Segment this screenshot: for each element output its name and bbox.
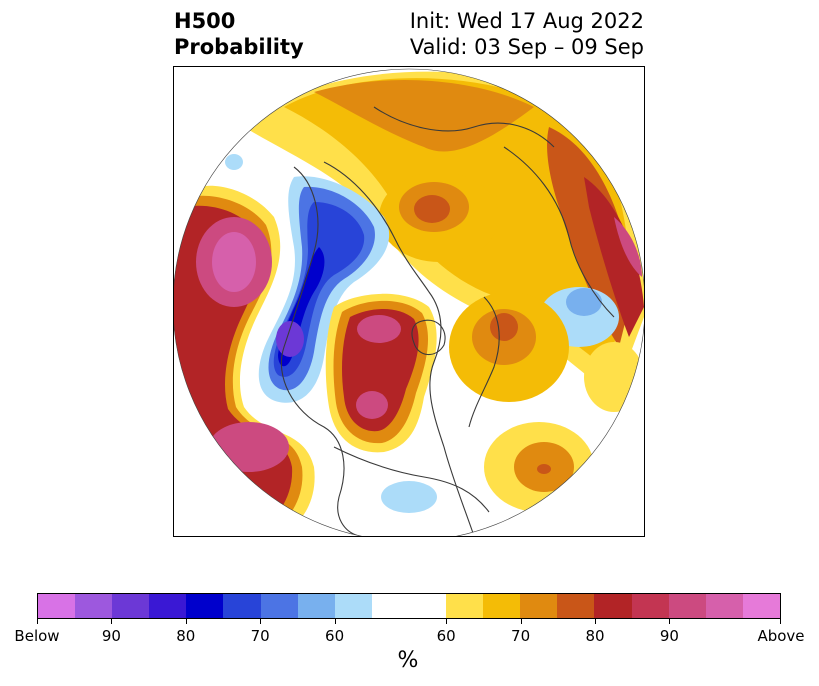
colorbar-tick <box>595 619 596 624</box>
contour-below-65 <box>566 288 602 316</box>
contour-above-90e <box>356 391 388 419</box>
colorbar-tick-label: 80 <box>176 627 196 645</box>
coastlines <box>280 106 615 536</box>
title-line-1: H500 <box>174 9 236 33</box>
colorbar-above-segment <box>631 594 669 618</box>
colorbar-below-segment <box>297 594 335 618</box>
probability-field <box>174 69 644 536</box>
colorbar-below-segment <box>75 594 113 618</box>
contour-below-60b <box>225 154 243 170</box>
chart-title: H500 Probability <box>174 8 304 60</box>
colorbar-tick-label: 90 <box>101 627 121 645</box>
init-date: Init: Wed 17 Aug 2022 <box>409 9 644 33</box>
colorbar-above-segment <box>668 594 706 618</box>
colorbar-neutral-segment <box>371 594 447 618</box>
colorbar-tick <box>111 619 112 624</box>
colorbar-tick <box>37 619 38 624</box>
valid-range: Valid: 03 Sep – 09 Sep <box>409 35 644 59</box>
colorbar-below-segment <box>112 594 150 618</box>
colorbar-tick-label: 80 <box>585 627 605 645</box>
run-info: Init: Wed 17 Aug 2022 Valid: 03 Sep – 09… <box>410 8 644 60</box>
colorbar-below-segment <box>334 594 372 618</box>
colorbar-below-segment <box>38 594 76 618</box>
below-anomaly-west <box>225 154 390 403</box>
contour-above-70b <box>314 80 534 152</box>
contour-above-85 <box>584 177 644 337</box>
colorbar-tick-label: Above <box>757 627 805 645</box>
colorbar-tick <box>521 619 522 624</box>
colorbar-tick <box>446 619 447 624</box>
above-anomaly-canada <box>325 293 437 453</box>
colorbar-above-segment <box>557 594 595 618</box>
contour-above-80b <box>414 195 450 223</box>
contour-above-95 <box>212 232 256 292</box>
title-line-2: Probability <box>174 35 304 59</box>
colorbar-above-segment <box>520 594 558 618</box>
colorbar-tick <box>260 619 261 624</box>
colorbar-above-segment <box>742 594 780 618</box>
colorbar-tick-label: 60 <box>436 627 456 645</box>
contour-above-90c <box>209 422 289 472</box>
colorbar-below-segment <box>149 594 187 618</box>
colorbar-above-segment <box>446 594 484 618</box>
contour-above-80d <box>537 464 551 474</box>
colorbar-tick-label: 60 <box>325 627 345 645</box>
colorbar-below-segment <box>260 594 298 618</box>
contour-above-80c <box>490 313 518 341</box>
colorbar-tick-label: Below <box>14 627 60 645</box>
above-anomaly-siberia <box>379 172 499 262</box>
polar-map <box>173 66 645 537</box>
colorbar-tick-label: 70 <box>250 627 270 645</box>
colorbar-tick <box>780 619 781 624</box>
above-anomaly-atlantic <box>449 292 569 402</box>
colorbar-above-segment <box>594 594 632 618</box>
colorbar <box>37 593 781 619</box>
colorbar-unit-label: % <box>397 648 419 673</box>
colorbar-below-segment <box>223 594 261 618</box>
colorbar-above-segment <box>483 594 521 618</box>
contour-above-90 <box>614 217 642 277</box>
colorbar-tick-label: 90 <box>659 627 679 645</box>
colorbar-tick <box>186 619 187 624</box>
below-anomaly-us <box>381 481 437 513</box>
colorbar-tick-label: 70 <box>511 627 531 645</box>
colorbar-tick <box>335 619 336 624</box>
contour-above-60e <box>584 342 644 412</box>
contour-below-90 <box>276 321 304 357</box>
map-svg <box>174 68 644 536</box>
colorbar-above-segment <box>705 594 743 618</box>
contour-above-80 <box>547 127 634 347</box>
hemisphere-outline <box>174 68 644 536</box>
contour-above-90d <box>357 315 401 343</box>
colorbar-tick <box>669 619 670 624</box>
colorbar-below-segment <box>186 594 224 618</box>
